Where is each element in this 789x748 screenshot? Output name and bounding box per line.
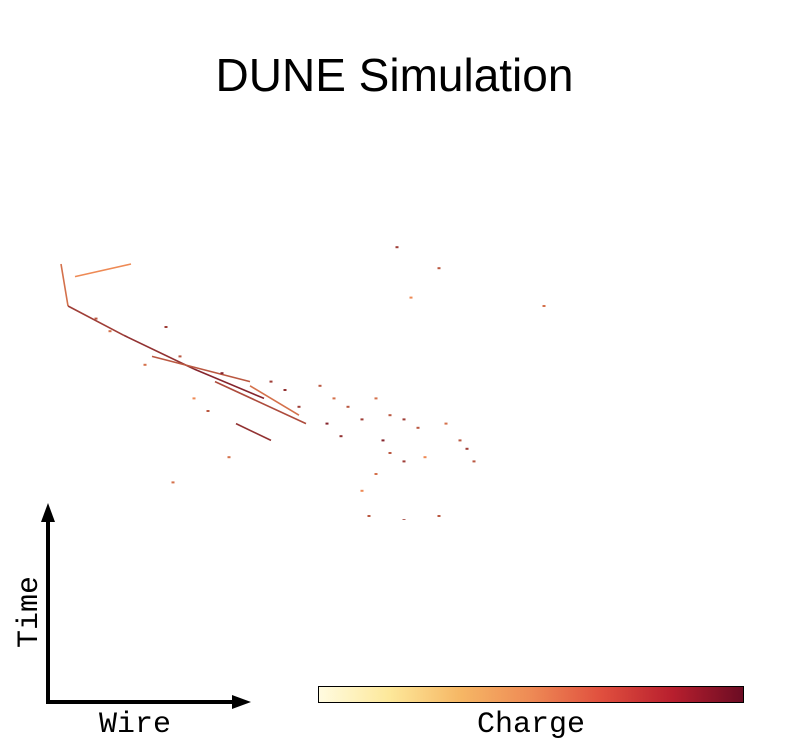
hit-37 — [360, 489, 364, 492]
track-8 — [235, 422, 272, 442]
hit-29 — [472, 460, 476, 463]
wire-axis-arrowhead — [232, 695, 251, 709]
chart-title: DUNE Simulation — [215, 49, 574, 101]
hit-4 — [94, 317, 98, 320]
hit-30 — [423, 456, 427, 459]
hit-13 — [332, 397, 336, 400]
hit-38 — [227, 456, 231, 459]
y-axis-label: Time — [13, 575, 47, 649]
hit-34 — [367, 515, 371, 517]
hit-28 — [465, 447, 469, 450]
event-display — [60, 246, 546, 520]
hit-23 — [381, 439, 385, 442]
hit-25 — [402, 460, 406, 463]
hit-15 — [360, 418, 364, 421]
track-2 — [67, 305, 125, 337]
hit-5 — [108, 330, 112, 333]
hit-33 — [143, 363, 147, 366]
hit-11 — [297, 405, 301, 408]
hit-27 — [458, 439, 462, 442]
hit-1 — [437, 267, 441, 270]
hit-21 — [416, 426, 420, 429]
time-axis-arrowhead — [41, 503, 55, 522]
hit-36 — [437, 515, 441, 517]
hit-19 — [388, 414, 392, 417]
hit-7 — [178, 355, 182, 358]
hit-10 — [283, 389, 287, 391]
hit-20 — [402, 418, 406, 421]
hit-26 — [374, 473, 378, 475]
track-0 — [74, 263, 132, 278]
colorbar — [318, 686, 744, 703]
track-1 — [60, 263, 69, 307]
hit-39 — [192, 397, 196, 400]
hit-14 — [346, 405, 350, 408]
hit-24 — [388, 452, 392, 454]
hit-35 — [402, 519, 406, 520]
hit-9 — [269, 380, 273, 383]
hit-8 — [220, 372, 224, 375]
hit-0 — [395, 246, 399, 249]
hit-17 — [339, 435, 343, 438]
hit-16 — [325, 422, 329, 425]
track-7 — [249, 385, 300, 416]
hit-18 — [374, 397, 378, 400]
track-4 — [151, 355, 251, 383]
hit-31 — [171, 481, 175, 484]
hit-12 — [318, 384, 322, 387]
track-6 — [214, 380, 307, 425]
hit-32 — [206, 410, 210, 412]
hit-2 — [542, 305, 546, 307]
track-5 — [193, 368, 265, 400]
hit-6 — [164, 326, 168, 328]
hit-3 — [409, 296, 413, 299]
colorbar-label: Charge — [476, 708, 586, 742]
hit-22 — [444, 422, 448, 425]
x-axis-label: Wire — [98, 708, 171, 742]
